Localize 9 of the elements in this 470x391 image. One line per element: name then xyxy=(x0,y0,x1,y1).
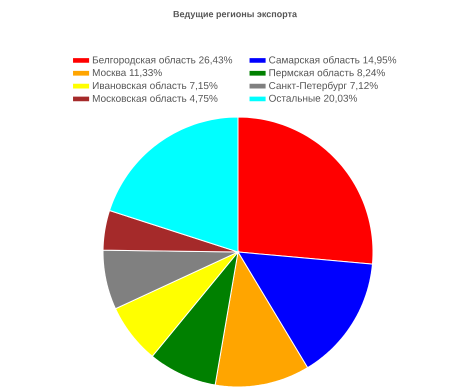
legend-label: Белгородская область 26,43% xyxy=(92,56,232,66)
chart-title: Ведущие регионы экспорта xyxy=(174,10,298,20)
legend-label: Санкт-Петербург 7,12% xyxy=(269,82,378,92)
legend-label: Остальные 20,03% xyxy=(269,94,358,103)
legend-label: Москва 11,33% xyxy=(92,69,162,78)
legend-label: Самарская область 14,95% xyxy=(269,56,396,66)
legend-label: Пермская область 8,24% xyxy=(269,68,385,78)
legend-label: Московская область 4,75% xyxy=(92,94,218,104)
legend-label: Ивановская область 7,15% xyxy=(92,82,218,90)
